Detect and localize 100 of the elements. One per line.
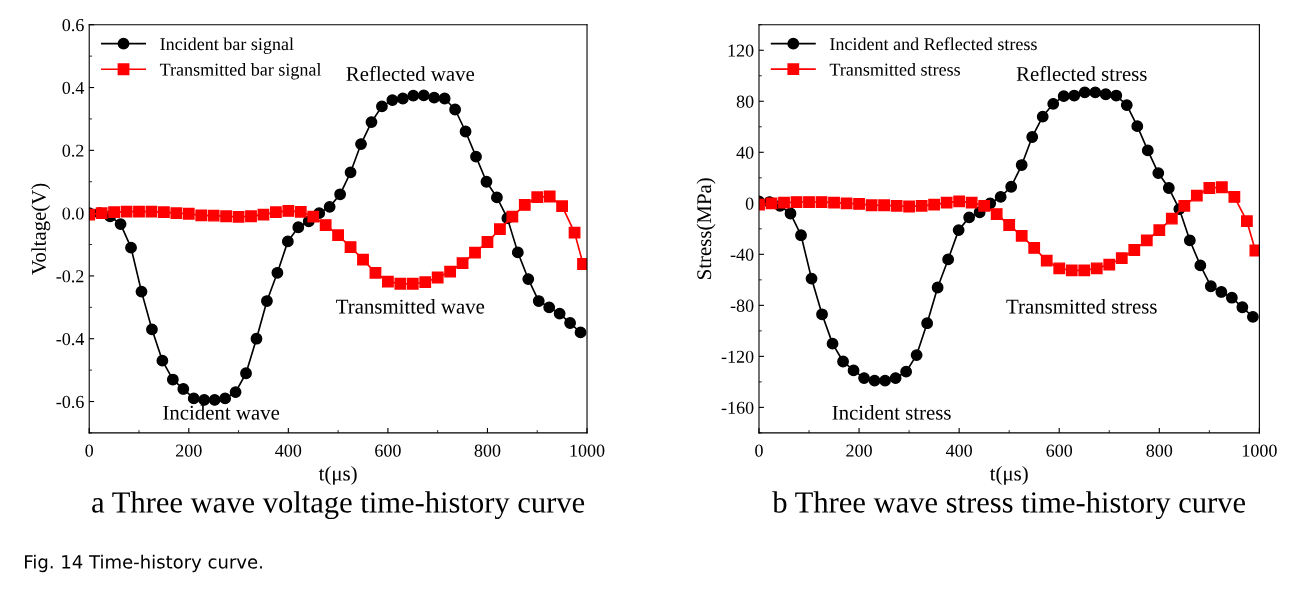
point: [245, 210, 257, 223]
point: [915, 199, 928, 212]
point: [114, 218, 127, 231]
point: [1068, 89, 1081, 102]
point: [1057, 90, 1070, 103]
point: [532, 295, 545, 307]
point: [1131, 120, 1144, 133]
y-tick-label: -120: [721, 350, 754, 363]
point: [531, 191, 544, 204]
x-tick-label: 200: [176, 444, 202, 457]
y-axis-title: Voltage(V): [31, 183, 51, 275]
point: [978, 199, 991, 212]
point: [156, 354, 169, 367]
point: [1152, 167, 1165, 179]
point: [481, 236, 494, 248]
point: [815, 196, 828, 208]
point: [355, 138, 367, 150]
point: [1040, 254, 1053, 267]
y-tick-label: 80: [736, 95, 754, 108]
text: a Three wave voltage time-history curve: [92, 491, 585, 520]
point: [1120, 99, 1133, 112]
y-tick-label: 0.2: [62, 144, 84, 157]
x-tick-label: 600: [1046, 444, 1073, 457]
x-tick-label: 0: [755, 444, 763, 457]
point: [376, 100, 388, 113]
point: [292, 221, 305, 234]
point: [858, 372, 870, 384]
point: [307, 210, 320, 223]
point: [394, 277, 407, 290]
point: [1015, 159, 1028, 171]
point: [1246, 310, 1259, 323]
point: [369, 266, 382, 279]
annotation: Transmitted stress: [1006, 298, 1157, 314]
point: [965, 196, 978, 209]
point: [480, 175, 493, 188]
x-tick-label: 200: [846, 444, 872, 457]
point: [990, 208, 1003, 220]
point: [803, 196, 815, 208]
point: [1003, 219, 1016, 231]
point: [1178, 199, 1191, 212]
point: [940, 196, 953, 209]
point: [470, 150, 482, 163]
point: [269, 206, 282, 219]
y-tick-label: -0.4: [56, 332, 85, 346]
point: [518, 199, 531, 211]
point: [133, 205, 145, 218]
point: [386, 94, 399, 106]
point: [250, 332, 263, 345]
point: [396, 92, 409, 105]
point: [1128, 244, 1141, 256]
point: [208, 394, 221, 406]
point: [365, 116, 378, 128]
point: [826, 337, 839, 350]
point: [1183, 234, 1196, 247]
point: [921, 317, 934, 330]
point: [1204, 280, 1217, 293]
point: [1190, 189, 1203, 202]
point: [543, 301, 556, 314]
x-tick-label: 800: [1146, 444, 1173, 457]
y-tick-label: 40: [736, 146, 754, 159]
caption: Fig. 14 Time-history curve.: [25, 554, 262, 573]
point: [1194, 259, 1207, 272]
point: [1089, 86, 1102, 99]
y-axis-title: Stress(MPa): [696, 178, 716, 279]
point: [195, 209, 208, 222]
point: [910, 349, 923, 362]
point: [903, 200, 916, 213]
annotation: Transmitted wave: [336, 298, 485, 314]
point: [240, 367, 252, 380]
point: [182, 207, 195, 220]
point: [232, 210, 245, 223]
point: [931, 281, 944, 294]
point: [344, 241, 357, 253]
point: [564, 317, 577, 329]
x-tick-label: 600: [375, 444, 401, 457]
point: [1240, 215, 1253, 228]
point: [357, 253, 369, 266]
x-tick-label: 400: [275, 444, 302, 457]
point: [146, 323, 158, 336]
point: [170, 207, 183, 220]
point: [406, 277, 419, 290]
x-axis-title: t(μs): [318, 465, 357, 485]
point: [1203, 182, 1216, 194]
point: [942, 253, 955, 266]
point: [417, 89, 430, 102]
point: [952, 224, 965, 237]
point: [889, 372, 902, 384]
point: [865, 199, 878, 212]
point: [953, 195, 966, 208]
point: [1110, 89, 1123, 102]
x-tick-label: 800: [474, 444, 501, 457]
point: [125, 241, 137, 254]
point: [928, 198, 941, 211]
point: [828, 196, 840, 209]
y-tick-label: 0: [745, 197, 754, 210]
point: [207, 209, 220, 222]
point: [1078, 86, 1091, 99]
y-tick-label: -0.2: [56, 270, 84, 283]
point: [187, 392, 200, 405]
y-tick-label: -40: [730, 248, 754, 261]
